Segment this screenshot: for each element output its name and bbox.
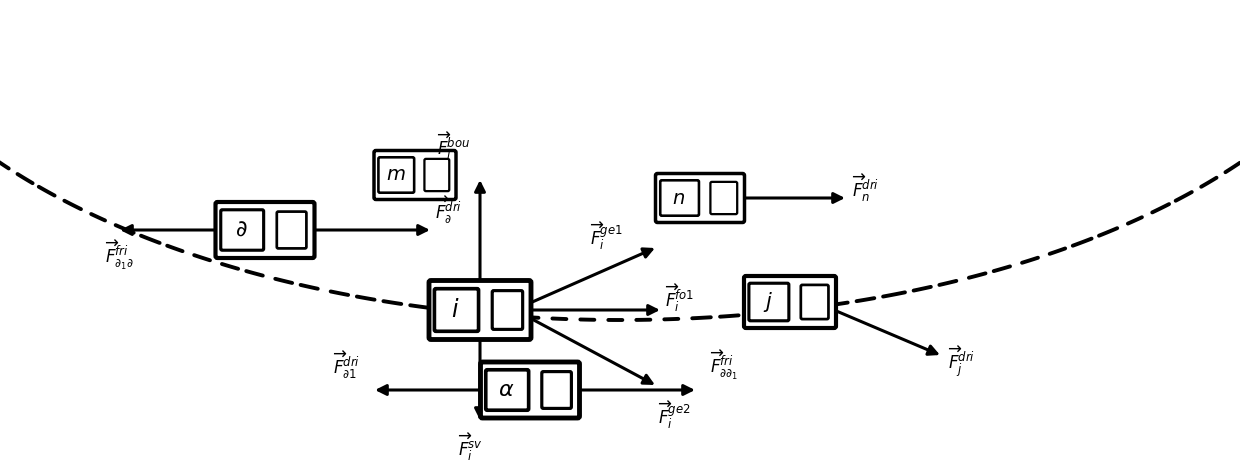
FancyBboxPatch shape bbox=[374, 151, 456, 200]
Text: $\alpha$: $\alpha$ bbox=[498, 380, 515, 400]
FancyBboxPatch shape bbox=[221, 210, 264, 250]
Text: $\overrightarrow{F}_{\partial_1\partial}^{fri}$: $\overrightarrow{F}_{\partial_1\partial}… bbox=[105, 238, 134, 272]
Text: $\overrightarrow{F}_{i}^{fo1}$: $\overrightarrow{F}_{i}^{fo1}$ bbox=[665, 282, 694, 314]
FancyBboxPatch shape bbox=[656, 173, 744, 222]
FancyBboxPatch shape bbox=[434, 289, 479, 331]
Text: $j$: $j$ bbox=[763, 290, 774, 314]
Text: $\overrightarrow{F}_{i}^{bou}$: $\overrightarrow{F}_{i}^{bou}$ bbox=[436, 130, 470, 162]
FancyBboxPatch shape bbox=[424, 159, 449, 191]
FancyBboxPatch shape bbox=[277, 211, 306, 248]
Text: $m$: $m$ bbox=[386, 165, 405, 185]
FancyBboxPatch shape bbox=[481, 362, 579, 418]
FancyBboxPatch shape bbox=[492, 291, 523, 329]
FancyBboxPatch shape bbox=[486, 370, 528, 410]
FancyBboxPatch shape bbox=[429, 281, 531, 340]
FancyBboxPatch shape bbox=[749, 283, 789, 321]
Text: $\overrightarrow{F}_{i}^{sv}$: $\overrightarrow{F}_{i}^{sv}$ bbox=[458, 432, 482, 463]
Text: $n$: $n$ bbox=[672, 188, 686, 208]
Text: $\overrightarrow{F}_{i}^{ge2}$: $\overrightarrow{F}_{i}^{ge2}$ bbox=[658, 400, 691, 431]
FancyBboxPatch shape bbox=[542, 372, 572, 408]
FancyBboxPatch shape bbox=[216, 202, 315, 258]
Text: $i$: $i$ bbox=[451, 298, 460, 322]
FancyBboxPatch shape bbox=[660, 180, 699, 216]
FancyBboxPatch shape bbox=[711, 182, 738, 214]
Text: $\overrightarrow{F}_{\partial}^{dri}$: $\overrightarrow{F}_{\partial}^{dri}$ bbox=[435, 195, 463, 225]
Text: $\overrightarrow{F}_{\partial\partial_1}^{fri}$: $\overrightarrow{F}_{\partial\partial_1}… bbox=[711, 348, 738, 382]
FancyBboxPatch shape bbox=[744, 276, 836, 328]
Text: $\overrightarrow{F}_{n}^{dri}$: $\overrightarrow{F}_{n}^{dri}$ bbox=[852, 172, 879, 203]
FancyBboxPatch shape bbox=[801, 285, 828, 319]
Text: $\partial$: $\partial$ bbox=[236, 220, 248, 240]
Text: $\overrightarrow{F}_{j}^{dri}$: $\overrightarrow{F}_{j}^{dri}$ bbox=[949, 345, 975, 379]
Text: $\overrightarrow{F}_{\partial 1}^{dri}$: $\overrightarrow{F}_{\partial 1}^{dri}$ bbox=[332, 349, 360, 380]
FancyBboxPatch shape bbox=[378, 157, 414, 193]
Text: $\overrightarrow{F}_{i}^{ge1}$: $\overrightarrow{F}_{i}^{ge1}$ bbox=[590, 220, 622, 252]
